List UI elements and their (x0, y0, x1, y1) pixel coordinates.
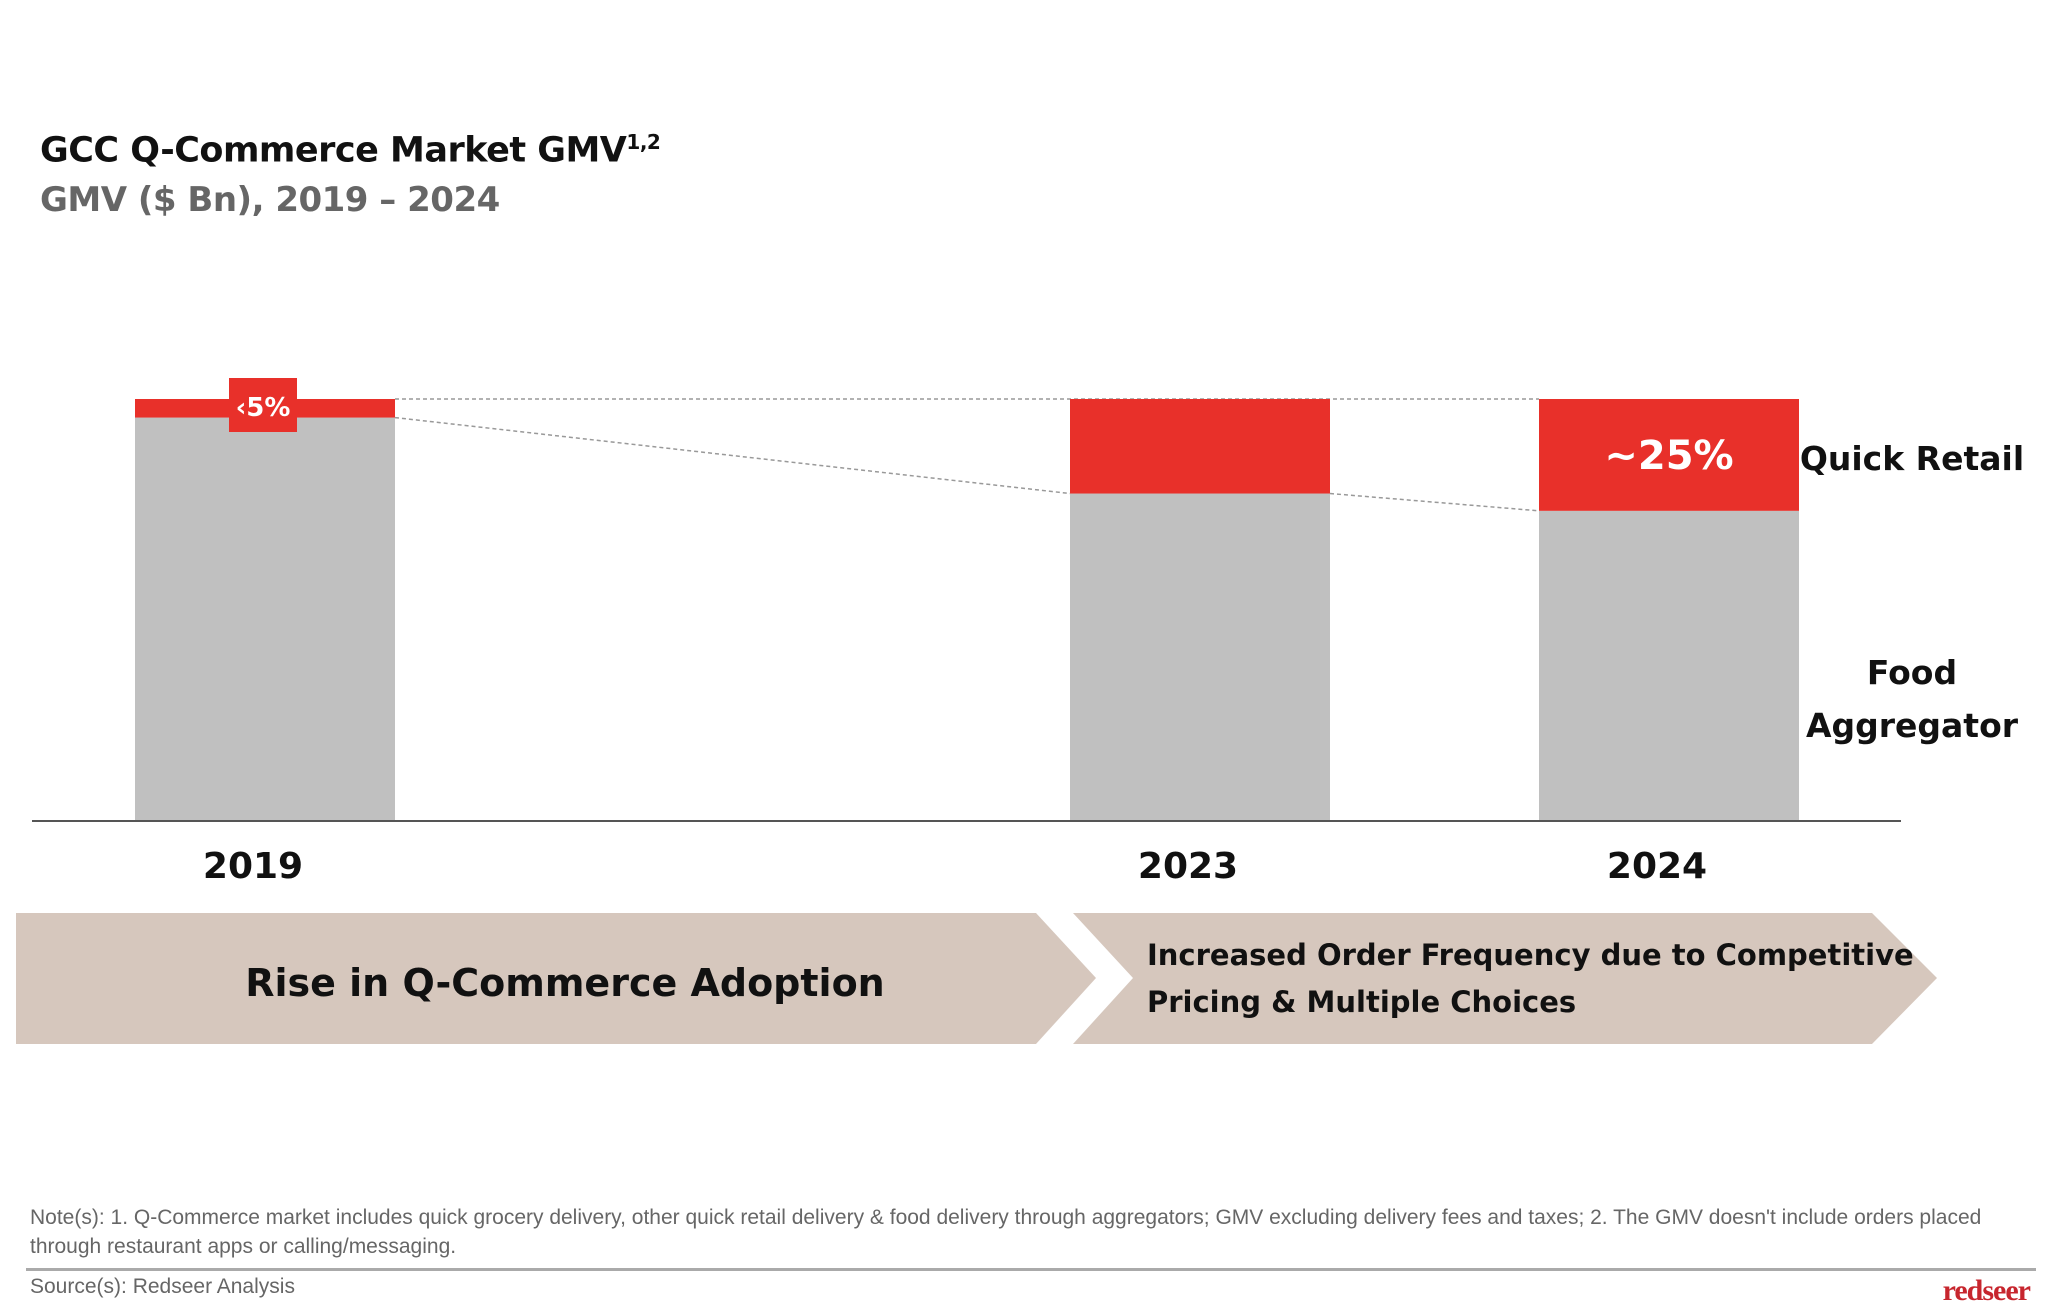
title-footnote: 1,2 (626, 130, 661, 154)
bar-quick-retail-2023 (1070, 399, 1330, 494)
bar-quick-retail-2024 (1539, 399, 1799, 511)
x-tick-label-2024: 2024 (1607, 846, 1707, 887)
data-label-box-2019 (229, 378, 297, 432)
phase-arrow-2 (1073, 913, 1937, 1044)
chart-subtitle: GMV ($ Bn), 2019 – 2024 (40, 180, 500, 220)
phase-2-label-line2: Pricing & Multiple Choices (1147, 985, 1576, 1019)
legend-quick-retail: Quick Retail (1800, 439, 2024, 478)
legend-food-aggregator: Food Aggregator (1806, 653, 2019, 745)
bars (135, 399, 1799, 821)
data-label-2019: ‹5% (236, 393, 291, 423)
phase-1-label: Rise in Q-Commerce Adoption (245, 961, 885, 1005)
phase-2-label-line1: Increased Order Frequency due to Competi… (1147, 938, 1914, 972)
bar-food-aggregator-2019 (135, 417, 395, 821)
x-tick-label-2019: 2019 (203, 846, 303, 887)
source-text: Source(s): Redseer Analysis (30, 1275, 295, 1298)
data-label-2024: ~25% (1604, 433, 1733, 479)
chart-title: GCC Q-Commerce Market GMV1,2 (40, 130, 661, 171)
bar-food-aggregator-2024 (1539, 510, 1799, 821)
connector-split-1 (1329, 492, 1540, 512)
bar-food-aggregator-2023 (1070, 493, 1330, 821)
footnote: Note(s): 1. Q-Commerce market includes q… (30, 1206, 1982, 1258)
phase-arrow-1 (16, 913, 1096, 1044)
footer-divider (26, 1268, 2036, 1271)
title-text: GCC Q-Commerce Market GMV (40, 130, 627, 171)
connector-split-0 (394, 416, 1071, 495)
connector-lines (394, 398, 1540, 512)
x-tick-label-2023: 2023 (1138, 846, 1238, 887)
redseer-logo: redseer (1942, 1274, 2031, 1307)
